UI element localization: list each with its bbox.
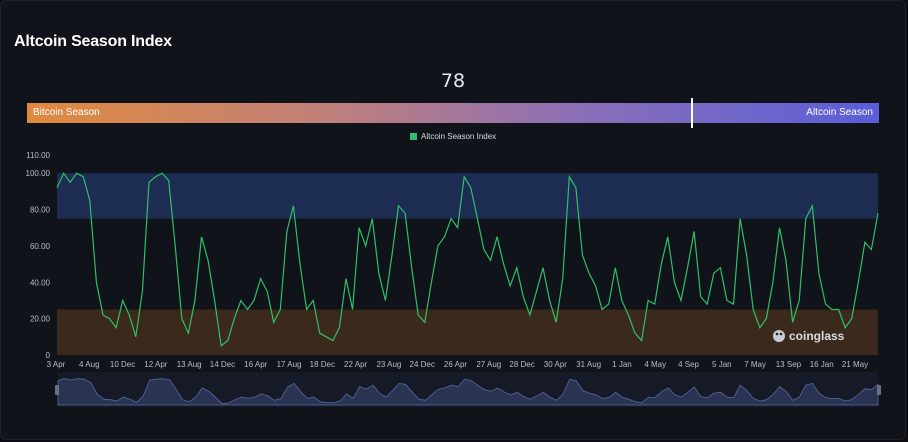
coinglass-logo-icon <box>773 330 785 342</box>
navigator-area <box>57 378 879 406</box>
chart-legend[interactable]: Altcoin Season Index <box>410 132 496 141</box>
x-tick-label: 5 Jan <box>712 360 732 369</box>
gauge-marker <box>690 98 693 128</box>
x-tick-label: 13 Sep <box>776 360 802 369</box>
x-tick-label: 30 Apr <box>544 360 567 369</box>
season-gauge-bar: Bitcoin Season Altcoin Season <box>27 98 879 128</box>
y-tick-label: 60.00 <box>30 242 51 251</box>
x-tick-label: 13 Aug <box>177 360 202 369</box>
y-tick-label: 20.00 <box>30 315 51 324</box>
y-tick-label: 0 <box>46 351 51 360</box>
x-tick-label: 7 May <box>744 360 766 369</box>
y-tick-label: 80.00 <box>30 206 51 215</box>
x-tick-label: 24 Dec <box>410 360 435 369</box>
x-tick-label: 31 Aug <box>576 360 601 369</box>
x-tick-label: 26 Apr <box>444 360 467 369</box>
band-bitcoin-season <box>57 309 878 355</box>
x-tick-label: 4 Sep <box>678 360 699 369</box>
page-title: Altcoin Season Index <box>14 33 172 50</box>
x-tick-label: 23 Aug <box>376 360 401 369</box>
x-tick-label: 14 Dec <box>210 360 235 369</box>
watermark: coinglass <box>773 329 845 343</box>
band-altcoin-season <box>57 173 878 219</box>
x-tick-label: 3 Apr <box>47 360 66 369</box>
x-tick-label: 4 May <box>644 360 666 369</box>
series-line-altcoin-season-index <box>56 172 879 348</box>
x-tick-label: 28 Dec <box>509 360 534 369</box>
x-tick-label: 16 Jan <box>810 360 834 369</box>
current-index-value: 78 <box>440 70 466 92</box>
x-tick-label: 22 Apr <box>344 360 367 369</box>
navigator-handle-left[interactable] <box>55 385 59 395</box>
legend-label: Altcoin Season Index <box>421 132 497 141</box>
navigator-handle-right[interactable] <box>877 385 881 395</box>
bitcoin-season-label: Bitcoin Season <box>33 107 100 118</box>
x-tick-label: 1 Jan <box>612 360 632 369</box>
x-tick-label: 27 Aug <box>476 360 501 369</box>
y-tick-label: 100.00 <box>26 169 51 178</box>
x-tick-label: 12 Apr <box>144 360 167 369</box>
x-tick-label: 4 Aug <box>79 360 99 369</box>
navigator[interactable] <box>55 372 881 407</box>
altcoin-season-label: Altcoin Season <box>806 107 873 118</box>
x-tick-label: 16 Apr <box>244 360 267 369</box>
x-tick-label: 18 Dec <box>310 360 335 369</box>
x-tick-label: 17 Aug <box>277 360 302 369</box>
x-tick-label: 21 May <box>842 360 868 369</box>
y-tick-label: 40.00 <box>30 278 51 287</box>
x-tick-label: 10 Dec <box>110 360 135 369</box>
legend-swatch <box>410 133 417 140</box>
y-tick-label: 110.00 <box>26 151 50 160</box>
watermark-text: coinglass <box>789 329 845 343</box>
